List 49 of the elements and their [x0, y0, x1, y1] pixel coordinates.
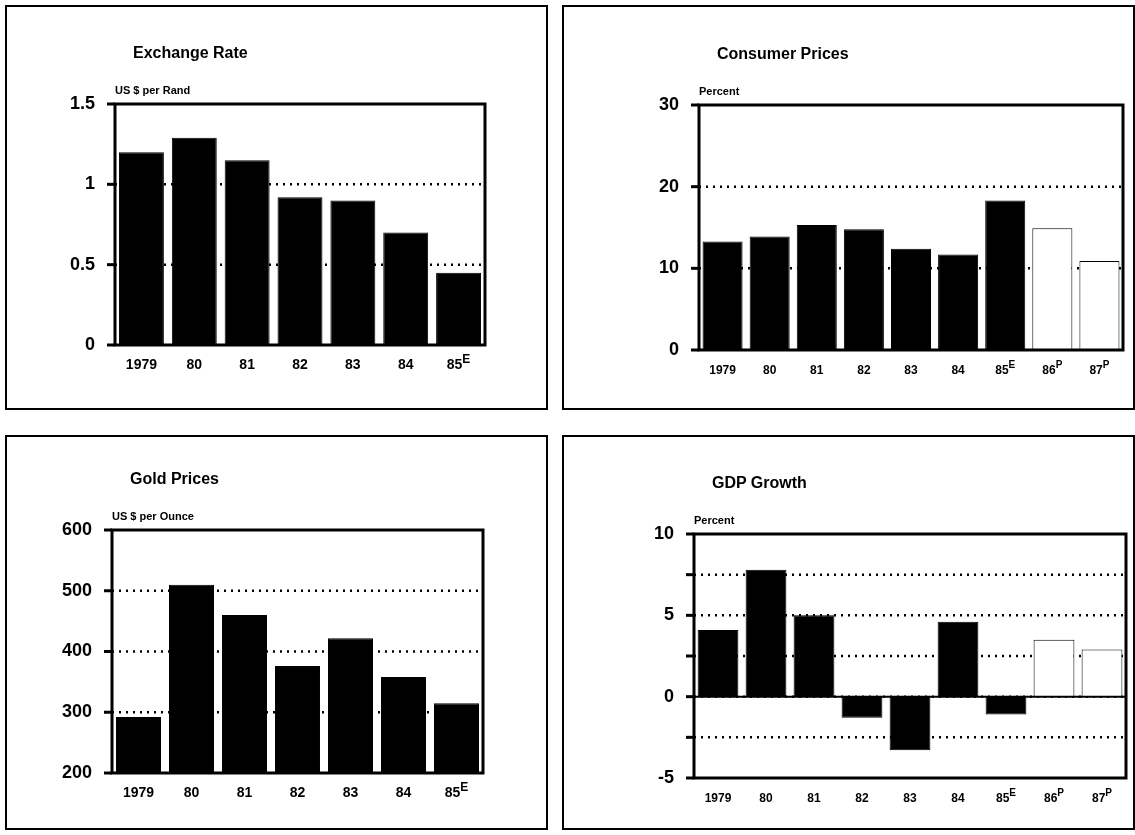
y-tick-label: 10 [653, 522, 674, 543]
y-tick-label: 30 [658, 93, 679, 114]
x-tick-label: 1979 [704, 791, 732, 805]
y-tick-label: 5 [663, 604, 674, 625]
x-tick-label: 84 [397, 356, 414, 372]
y-axis-title: Percent [699, 85, 740, 97]
x-tick-label: 82 [292, 356, 308, 372]
y-tick-label: 20 [658, 175, 679, 196]
chart-title: Gold Prices [130, 470, 219, 488]
y-tick-label: 300 [61, 701, 92, 722]
x-tick-label: 82 [289, 784, 306, 800]
y-tick-label: 0.5 [69, 253, 95, 274]
y-tick-label: 600 [61, 518, 92, 539]
y-tick-label: 1 [84, 173, 95, 194]
x-tick-label: 82 [857, 363, 871, 377]
x-tick-label: 81 [810, 363, 824, 377]
y-axis-title: Percent [694, 514, 735, 526]
x-tick-label: 81 [807, 791, 821, 805]
y-tick-label: 500 [61, 579, 92, 600]
x-tick-label: 80 [762, 363, 777, 377]
x-tick-label: 1979 [122, 784, 155, 800]
y-tick-label: 0 [668, 338, 679, 359]
x-tick-label: 81 [239, 356, 256, 372]
x-tick-label: 83 [903, 791, 917, 805]
x-tick-label: 83 [345, 356, 361, 372]
x-tick-label: 1979 [125, 356, 158, 372]
x-tick-label: 81 [236, 784, 253, 800]
x-tick-label: 80 [183, 784, 200, 800]
y-axis-title: US $ per Rand [115, 84, 191, 96]
chart-title: Exchange Rate [133, 44, 248, 62]
chart-title: GDP Growth [712, 474, 807, 492]
x-tick-label: 80 [759, 791, 773, 805]
y-tick-label: 1.5 [69, 92, 95, 113]
x-tick-label: 84 [395, 784, 412, 800]
y-tick-label: 200 [61, 761, 92, 782]
y-tick-label: 0 [84, 333, 95, 354]
y-tick-label: 400 [61, 640, 92, 661]
y-axis-title: US $ per Ounce [112, 510, 194, 522]
x-tick-label: 83 [342, 784, 359, 800]
x-tick-label: 83 [904, 363, 918, 377]
x-tick-label: 80 [186, 356, 203, 372]
x-tick-label: 84 [951, 363, 966, 377]
y-tick-label: 10 [658, 257, 679, 278]
x-tick-label: 1979 [709, 363, 737, 377]
chart-title: Consumer Prices [717, 45, 849, 63]
y-tick-label: 0 [663, 685, 674, 706]
x-tick-label: 84 [951, 791, 965, 805]
x-tick-label: 82 [855, 791, 869, 805]
y-tick-label: -5 [657, 766, 674, 787]
